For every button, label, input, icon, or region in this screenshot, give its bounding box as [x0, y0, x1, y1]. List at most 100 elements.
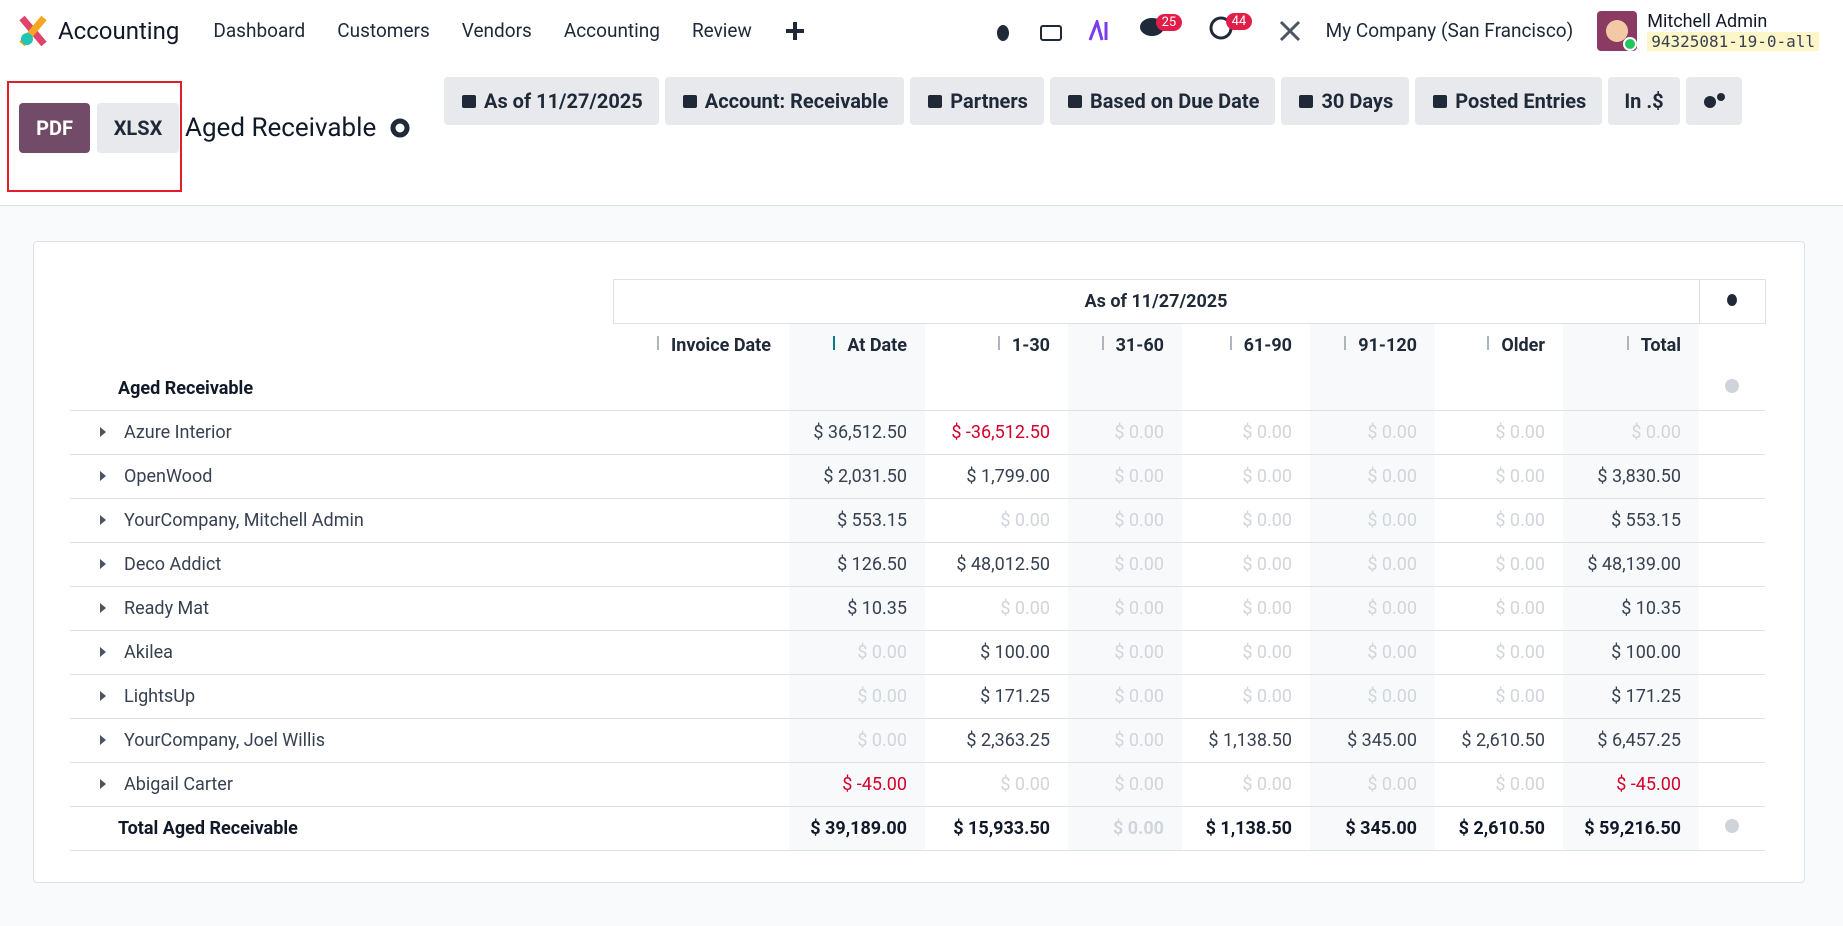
amount: $ 100.00 [925, 630, 1068, 675]
amount: $ 0.00 [1435, 542, 1563, 587]
filter-button[interactable]: As of 11/27/2025 [444, 77, 659, 125]
amount: $ 0.00 [1435, 674, 1563, 719]
menu-item[interactable]: Customers [337, 19, 430, 42]
phone-icon[interactable] [1038, 20, 1064, 42]
settings-icon[interactable] [1278, 19, 1302, 43]
amount: $ 0.00 [1182, 410, 1310, 455]
empty [1699, 718, 1765, 763]
column-header[interactable]: 91-120 [1310, 323, 1435, 367]
column-label: Total [1640, 335, 1681, 356]
menu-item[interactable]: Vendors [461, 19, 532, 42]
column-header[interactable]: 61-90 [1182, 324, 1310, 368]
expand-icon[interactable] [98, 558, 108, 570]
column-header[interactable]: 1-30 [925, 324, 1068, 368]
partner-row[interactable]: LightsUp $ 0.00 $ 171.25 $ 0.00 $ 0.00 $ 0.00… [70, 674, 1765, 719]
empty [613, 806, 789, 851]
systray: 25 44 My Company (San Francisco) Mitchel… [992, 0, 1843, 61]
total-label: Total Aged Receivable [70, 806, 613, 851]
menu: Dashboard Customers Vendors Accounting Revie… [197, 19, 767, 42]
debug-icon[interactable] [992, 20, 1014, 42]
company[interactable]: My Company (San Francisco) [1325, 19, 1574, 42]
debug-icon[interactable] [1724, 291, 1740, 307]
partner-row[interactable]: Abigail Carter $ -45.00 $ 0.00 $ 0.00 $ 0.00… [70, 762, 1765, 807]
expand-icon[interactable] [98, 426, 108, 438]
expand-icon[interactable] [98, 690, 108, 702]
avatar[interactable] [1597, 10, 1638, 51]
filter-button[interactable]: Posted Entries [1415, 77, 1603, 125]
report-settings[interactable] [390, 118, 410, 138]
filter-icon [462, 95, 476, 108]
filter-button[interactable]: Partners [910, 77, 1044, 125]
partner-name: Ready Mat [124, 598, 209, 619]
filter-button[interactable]: Based on Due Date [1049, 77, 1276, 125]
pdf-button[interactable]: PDF [19, 103, 90, 153]
amount: $ 0.00 [1182, 762, 1310, 807]
partner-name: Deco Addict [124, 554, 222, 575]
partner-row[interactable]: Azure Interior $ 36,512.50 $ -36,512.50 $ 0… [70, 410, 1765, 455]
amount: $ 48,139.00 [1563, 542, 1699, 587]
ai-icon[interactable] [1088, 19, 1114, 42]
column-label: Invoice Date [671, 335, 771, 356]
amount: $ 0.00 [1068, 586, 1182, 631]
amount: $ 345.00 [1310, 806, 1435, 851]
partner-row[interactable]: YourCompany, Joel Willis $ 0.00 $ 2,363.25… [70, 718, 1765, 763]
amount: $ 0.00 [1310, 762, 1435, 807]
filter-button[interactable]: Account: Receivable [664, 77, 905, 125]
filter-label: In .$ [1624, 89, 1664, 113]
messages[interactable]: 25 [1138, 14, 1184, 45]
info-icon[interactable] [1724, 378, 1740, 394]
info-icon[interactable] [1724, 818, 1740, 834]
filter-button[interactable]: 30 Days [1281, 77, 1410, 125]
options-button[interactable] [1685, 77, 1742, 125]
partner-row[interactable]: Deco Addict $ 126.50 $ 48,012.50 $ 0.00 $ 0.… [70, 542, 1765, 587]
partner-name: Azure Interior [124, 422, 232, 443]
filter-button[interactable]: In .$ [1608, 77, 1680, 125]
expand-icon[interactable] [98, 646, 108, 658]
spacer [1699, 324, 1765, 368]
partner-row[interactable]: Ready Mat $ 10.35 $ 0.00 $ 0.00 $ 0.00 $ 0.00… [70, 586, 1765, 631]
user-name[interactable]: Mitchell Admin [1647, 10, 1768, 32]
amount: $ 0.00 [1068, 674, 1182, 719]
amount: $ 48,012.50 [925, 542, 1068, 587]
empty [1068, 367, 1182, 411]
filter-icon [1067, 95, 1082, 108]
column-header[interactable]: Total [1563, 323, 1699, 367]
menu-item[interactable]: Accounting [563, 19, 660, 42]
expand-icon[interactable] [98, 734, 108, 746]
partner-row[interactable]: OpenWood $ 2,031.50 $ 1,799.00 $ 0.00 $ 0.00… [70, 454, 1765, 499]
column-header[interactable]: Invoice Date [613, 324, 789, 368]
amount: $ 2,363.25 [925, 718, 1068, 763]
empty [1435, 367, 1563, 411]
amount: $ 0.00 [1182, 542, 1310, 587]
amount: $ 0.00 [1068, 542, 1182, 587]
partner-row[interactable]: Akilea $ 0.00 $ 100.00 $ 0.00 $ 0.00 $ 0.00 $ … [70, 630, 1765, 675]
activities[interactable]: 44 [1208, 13, 1254, 46]
expand-icon[interactable] [98, 514, 108, 526]
column-header[interactable]: 31-60 [1068, 323, 1182, 367]
plus-icon[interactable] [784, 20, 806, 42]
empty [1699, 542, 1765, 587]
amount: $ 0.00 [1182, 630, 1310, 675]
expand-icon[interactable] [98, 602, 108, 614]
xlsx-button[interactable]: XLSX [97, 103, 179, 153]
menu-item[interactable]: Dashboard [213, 19, 306, 42]
partner-cell: LightsUp [70, 674, 613, 719]
database: 94325081-19-0-all [1647, 31, 1819, 51]
app-name[interactable]: Accounting [58, 16, 180, 45]
amount: $ 39,189.00 [789, 806, 925, 851]
invoice-date [613, 630, 789, 675]
partner-row[interactable]: YourCompany, Mitchell Admin $ 553.15 $ 0.0… [70, 498, 1765, 543]
partner-name: YourCompany, Joel Willis [124, 730, 326, 751]
expand-icon[interactable] [98, 470, 108, 482]
empty [613, 367, 789, 411]
control-panel: PDF XLSX Aged Receivable As of 11/27/202… [0, 61, 1843, 206]
column-header[interactable]: At Date [789, 323, 925, 367]
column-label: 61-90 [1243, 335, 1292, 356]
expand-icon[interactable] [98, 778, 108, 790]
column-header-row: Invoice Date At Date 1-30 31-60 61-90 91-120 O… [70, 323, 1765, 368]
gears-icon [1703, 93, 1725, 108]
column-header[interactable]: Older [1435, 324, 1563, 368]
menu-item[interactable]: Review [691, 19, 752, 42]
empty [1699, 762, 1765, 807]
amount: $ -45.00 [1563, 762, 1699, 807]
